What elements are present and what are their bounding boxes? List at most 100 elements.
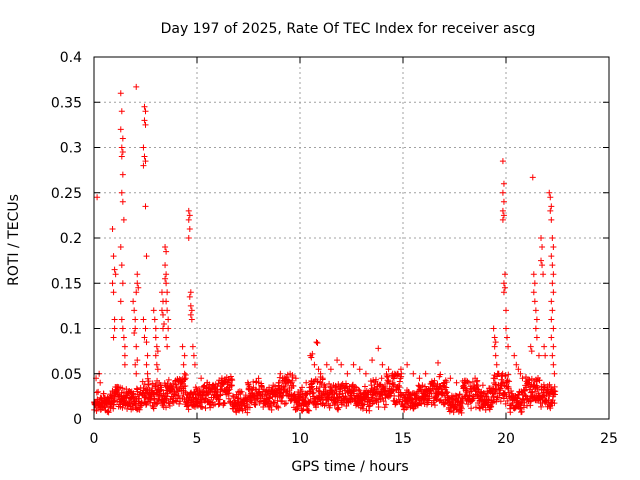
data-point: [110, 401, 117, 408]
data-point: [379, 361, 386, 368]
data-point: [207, 404, 214, 411]
data-point: [551, 383, 558, 390]
data-point: [315, 366, 322, 373]
data-point: [530, 289, 537, 296]
data-point: [309, 350, 316, 357]
data-point: [175, 388, 182, 395]
data-point: [221, 400, 228, 407]
data-point: [518, 408, 525, 415]
data-point: [140, 144, 147, 151]
data-point: [188, 316, 195, 323]
data-point: [143, 339, 150, 346]
data-point: [187, 302, 194, 309]
data-point: [497, 385, 504, 392]
data-point: [538, 235, 545, 241]
data-point: [277, 370, 284, 377]
data-point: [119, 325, 126, 332]
data-point: [229, 377, 236, 384]
data-point: [162, 244, 169, 251]
data-point: [549, 262, 556, 269]
data-point: [124, 405, 131, 412]
data-point: [550, 271, 557, 278]
data-point: [491, 372, 498, 379]
data-point: [142, 158, 149, 165]
data-point: [396, 378, 403, 385]
data-point: [271, 383, 278, 390]
data-point: [397, 366, 404, 373]
x-tick-label: 0: [90, 431, 99, 447]
data-point: [551, 370, 558, 377]
data-point: [268, 406, 275, 413]
x-tick-label: 15: [394, 431, 412, 447]
data-point: [119, 135, 126, 142]
data-point: [366, 407, 373, 414]
data-point: [244, 409, 251, 416]
data-point: [173, 392, 180, 399]
data-point: [181, 352, 188, 359]
data-point: [117, 90, 124, 97]
data-point: [503, 325, 509, 332]
data-point: [160, 398, 167, 405]
data-point: [171, 391, 178, 398]
data-point: [111, 266, 118, 273]
data-point: [502, 372, 509, 379]
data-point: [474, 383, 481, 390]
data-point: [440, 401, 447, 408]
data-point: [163, 298, 170, 305]
data-point: [385, 366, 392, 373]
data-point: [319, 375, 326, 382]
data-point: [121, 361, 128, 368]
data-point: [334, 357, 341, 364]
data-point: [134, 280, 141, 287]
data-point: [385, 378, 392, 385]
data-point: [293, 406, 300, 413]
data-point: [527, 402, 534, 409]
data-point: [458, 399, 465, 406]
data-point: [465, 379, 472, 386]
data-point: [226, 386, 233, 393]
data-point: [393, 397, 400, 404]
data-point: [313, 339, 320, 346]
data-point: [492, 339, 499, 346]
data-point: [487, 402, 494, 409]
data-point: [351, 388, 358, 395]
data-point: [142, 203, 149, 210]
data-point: [163, 271, 170, 278]
data-point: [505, 384, 512, 391]
data-point: [143, 401, 150, 408]
data-point: [239, 407, 246, 414]
data-point: [276, 379, 283, 386]
data-point: [198, 375, 205, 382]
data-point: [112, 271, 119, 278]
data-point: [441, 379, 448, 386]
data-point: [314, 339, 321, 346]
data-point: [500, 289, 507, 296]
data-point: [535, 352, 542, 359]
data-point: [517, 370, 524, 377]
x-tick-label: 10: [291, 431, 309, 447]
data-point: [416, 375, 423, 382]
y-tick-label: 0.3: [60, 141, 82, 157]
data-point: [500, 212, 507, 219]
data-point: [134, 271, 141, 278]
data-point: [546, 381, 553, 388]
data-point: [375, 404, 382, 411]
data-point: [163, 334, 170, 341]
data-point: [130, 298, 137, 305]
data-point: [482, 406, 489, 413]
data-point: [147, 397, 154, 404]
data-point: [338, 361, 345, 368]
data-point: [204, 379, 211, 386]
data-point: [355, 386, 362, 393]
data-point: [549, 352, 556, 359]
data-point: [542, 352, 549, 359]
data-point: [548, 298, 555, 305]
data-point: [229, 392, 236, 399]
data-point: [93, 407, 100, 414]
data-point: [410, 370, 417, 377]
data-point: [150, 307, 157, 314]
data-point: [359, 405, 366, 412]
data-point: [181, 376, 188, 383]
data-point: [118, 108, 125, 115]
data-point: [142, 393, 149, 400]
